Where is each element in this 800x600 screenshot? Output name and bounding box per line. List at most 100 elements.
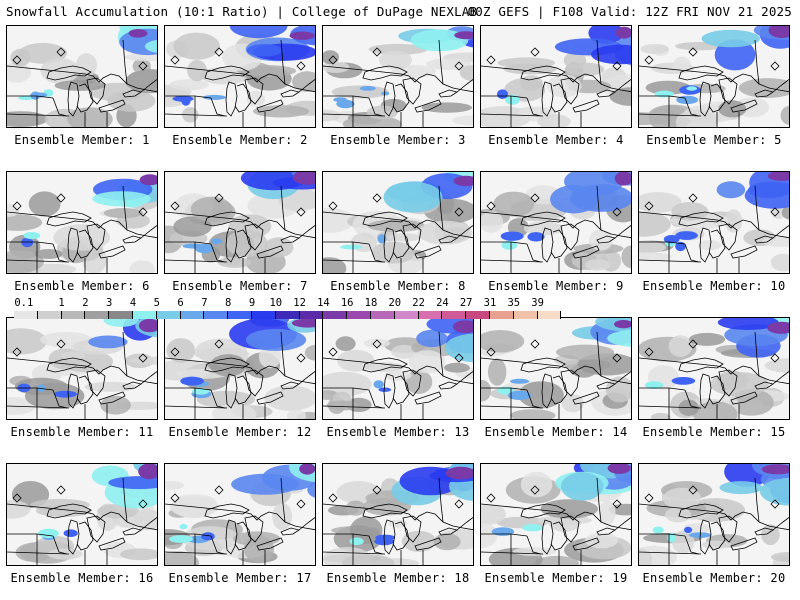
map-title: Snowfall Accumulation (10:1 Ratio) | Col… bbox=[6, 4, 478, 19]
ensemble-map-panel bbox=[164, 171, 316, 274]
snowfall-map bbox=[7, 318, 157, 419]
legend-color-cell bbox=[323, 311, 348, 319]
ensemble-map-panel bbox=[480, 25, 632, 128]
legend-color-cell bbox=[418, 311, 443, 319]
legend-tick-label: 35 bbox=[507, 297, 521, 309]
legend-tick-label: 20 bbox=[388, 297, 402, 309]
legend-color-cell bbox=[251, 311, 276, 319]
legend-tick-label: 27 bbox=[459, 297, 473, 309]
legend-tick-label: 6 bbox=[177, 297, 184, 309]
legend-colorbar bbox=[14, 311, 562, 319]
legend-color-cell bbox=[156, 311, 181, 319]
ensemble-member-label: Ensemble Member: 6 bbox=[14, 279, 150, 293]
legend-color-cell bbox=[85, 311, 110, 319]
ensemble-map-panel bbox=[6, 317, 158, 420]
ensemble-member-label: Ensemble Member: 20 bbox=[642, 571, 786, 585]
legend-color-cell bbox=[275, 311, 300, 319]
ensemble-map-panel bbox=[480, 317, 632, 420]
legend-tick-label: 14 bbox=[317, 297, 330, 309]
legend-labels: 0.1 1 2 3 4 5 6 7 8 9 10 12 14 16 18 20 22 24 27 31 35 39 bbox=[0, 297, 800, 311]
ensemble-member-label: Ensemble Member: 14 bbox=[484, 425, 628, 439]
ensemble-map-panel bbox=[638, 171, 790, 274]
legend-tick-label: 12 bbox=[293, 297, 306, 309]
snowfall-map bbox=[165, 464, 315, 565]
legend-tick-label: 8 bbox=[225, 297, 232, 309]
legend-color-cell bbox=[61, 311, 86, 319]
ensemble-member-label: Ensemble Member: 10 bbox=[642, 279, 786, 293]
snowfall-map bbox=[165, 172, 315, 273]
snowfall-map bbox=[639, 172, 789, 273]
legend-tick-label: 24 bbox=[436, 297, 449, 309]
ensemble-member-label: Ensemble Member: 7 bbox=[172, 279, 308, 293]
ensemble-map-panel bbox=[164, 25, 316, 128]
legend-color-cell bbox=[299, 311, 324, 319]
legend-color-cell bbox=[132, 311, 157, 319]
ensemble-member-label: Ensemble Member: 15 bbox=[642, 425, 786, 439]
legend-tick-label: 39 bbox=[531, 297, 544, 309]
legend-color-cell bbox=[466, 311, 490, 319]
snowfall-map bbox=[323, 464, 473, 565]
ensemble-map-panel bbox=[480, 171, 632, 274]
ensemble-member-label: Ensemble Member: 4 bbox=[488, 133, 624, 147]
legend-color-cell bbox=[14, 311, 38, 319]
snowfall-map bbox=[165, 26, 315, 127]
ensemble-member-label: Ensemble Member: 18 bbox=[326, 571, 470, 585]
legend-color-cell bbox=[347, 311, 371, 319]
legend-tick-label: 5 bbox=[153, 297, 160, 309]
ensemble-member-label: Ensemble Member: 9 bbox=[488, 279, 624, 293]
legend-color-cell bbox=[442, 311, 467, 319]
ensemble-map-panel bbox=[322, 25, 474, 128]
snowfall-map bbox=[639, 464, 789, 565]
ensemble-map-panel bbox=[164, 463, 316, 566]
legend-tick-label: 9 bbox=[248, 297, 256, 309]
ensemble-map-panel bbox=[638, 25, 790, 128]
ensemble-member-label: Ensemble Member: 13 bbox=[326, 425, 470, 439]
snowfall-map bbox=[481, 464, 631, 565]
ensemble-member-label: Ensemble Member: 16 bbox=[10, 571, 154, 585]
legend-tick-label: 18 bbox=[364, 297, 378, 309]
ensemble-member-label: Ensemble Member: 1 bbox=[14, 133, 150, 147]
legend-tick-label: 0.1 bbox=[14, 297, 34, 309]
ensemble-member-label: Ensemble Member: 3 bbox=[330, 133, 466, 147]
ensemble-map-panel bbox=[6, 25, 158, 128]
snowfall-map bbox=[323, 172, 473, 273]
ensemble-map-panel bbox=[322, 463, 474, 566]
legend-color-cell bbox=[537, 311, 562, 319]
ensemble-map-panel bbox=[164, 317, 316, 420]
snowfall-map bbox=[7, 464, 157, 565]
ensemble-map-panel bbox=[6, 171, 158, 274]
ensemble-map-panel bbox=[638, 317, 790, 420]
legend-tick-label: 1 bbox=[58, 297, 65, 309]
legend-tick-label: 2 bbox=[82, 297, 89, 309]
legend-tick-label: 4 bbox=[129, 297, 137, 309]
snowfall-map bbox=[323, 318, 473, 419]
legend-color-cell bbox=[394, 311, 419, 319]
ensemble-map-panel bbox=[638, 463, 790, 566]
run-info: 00Z GEFS | F108 Valid: 12Z FRI NOV 21 20… bbox=[467, 4, 792, 19]
snowfall-map bbox=[481, 26, 631, 127]
legend-tick-label: 31 bbox=[483, 297, 497, 309]
ensemble-member-label: Ensemble Member: 8 bbox=[330, 279, 466, 293]
ensemble-member-label: Ensemble Member: 5 bbox=[646, 133, 782, 147]
ensemble-member-label: Ensemble Member: 17 bbox=[168, 571, 312, 585]
snowfall-map bbox=[639, 318, 789, 419]
ensemble-member-label: Ensemble Member: 19 bbox=[484, 571, 628, 585]
legend-tick-label: 3 bbox=[106, 297, 113, 309]
legend-tick-label: 22 bbox=[412, 297, 425, 309]
ensemble-member-label: Ensemble Member: 12 bbox=[168, 425, 312, 439]
snowfall-map bbox=[481, 318, 631, 419]
snowfall-map bbox=[7, 26, 157, 127]
ensemble-map-panel bbox=[480, 463, 632, 566]
legend-color-cell bbox=[513, 311, 538, 319]
ensemble-map-panel bbox=[6, 463, 158, 566]
legend-color-cell bbox=[370, 311, 395, 319]
snowfall-map bbox=[7, 172, 157, 273]
legend-color-cell bbox=[204, 311, 229, 319]
ensemble-map-panel bbox=[322, 317, 474, 420]
legend-tick-label: 10 bbox=[269, 297, 283, 309]
legend-tick-label: 7 bbox=[201, 297, 208, 309]
snowfall-map bbox=[481, 172, 631, 273]
legend-tick-label: 16 bbox=[340, 297, 354, 309]
legend-color-cell bbox=[109, 311, 133, 319]
legend-color-cell bbox=[37, 311, 62, 319]
